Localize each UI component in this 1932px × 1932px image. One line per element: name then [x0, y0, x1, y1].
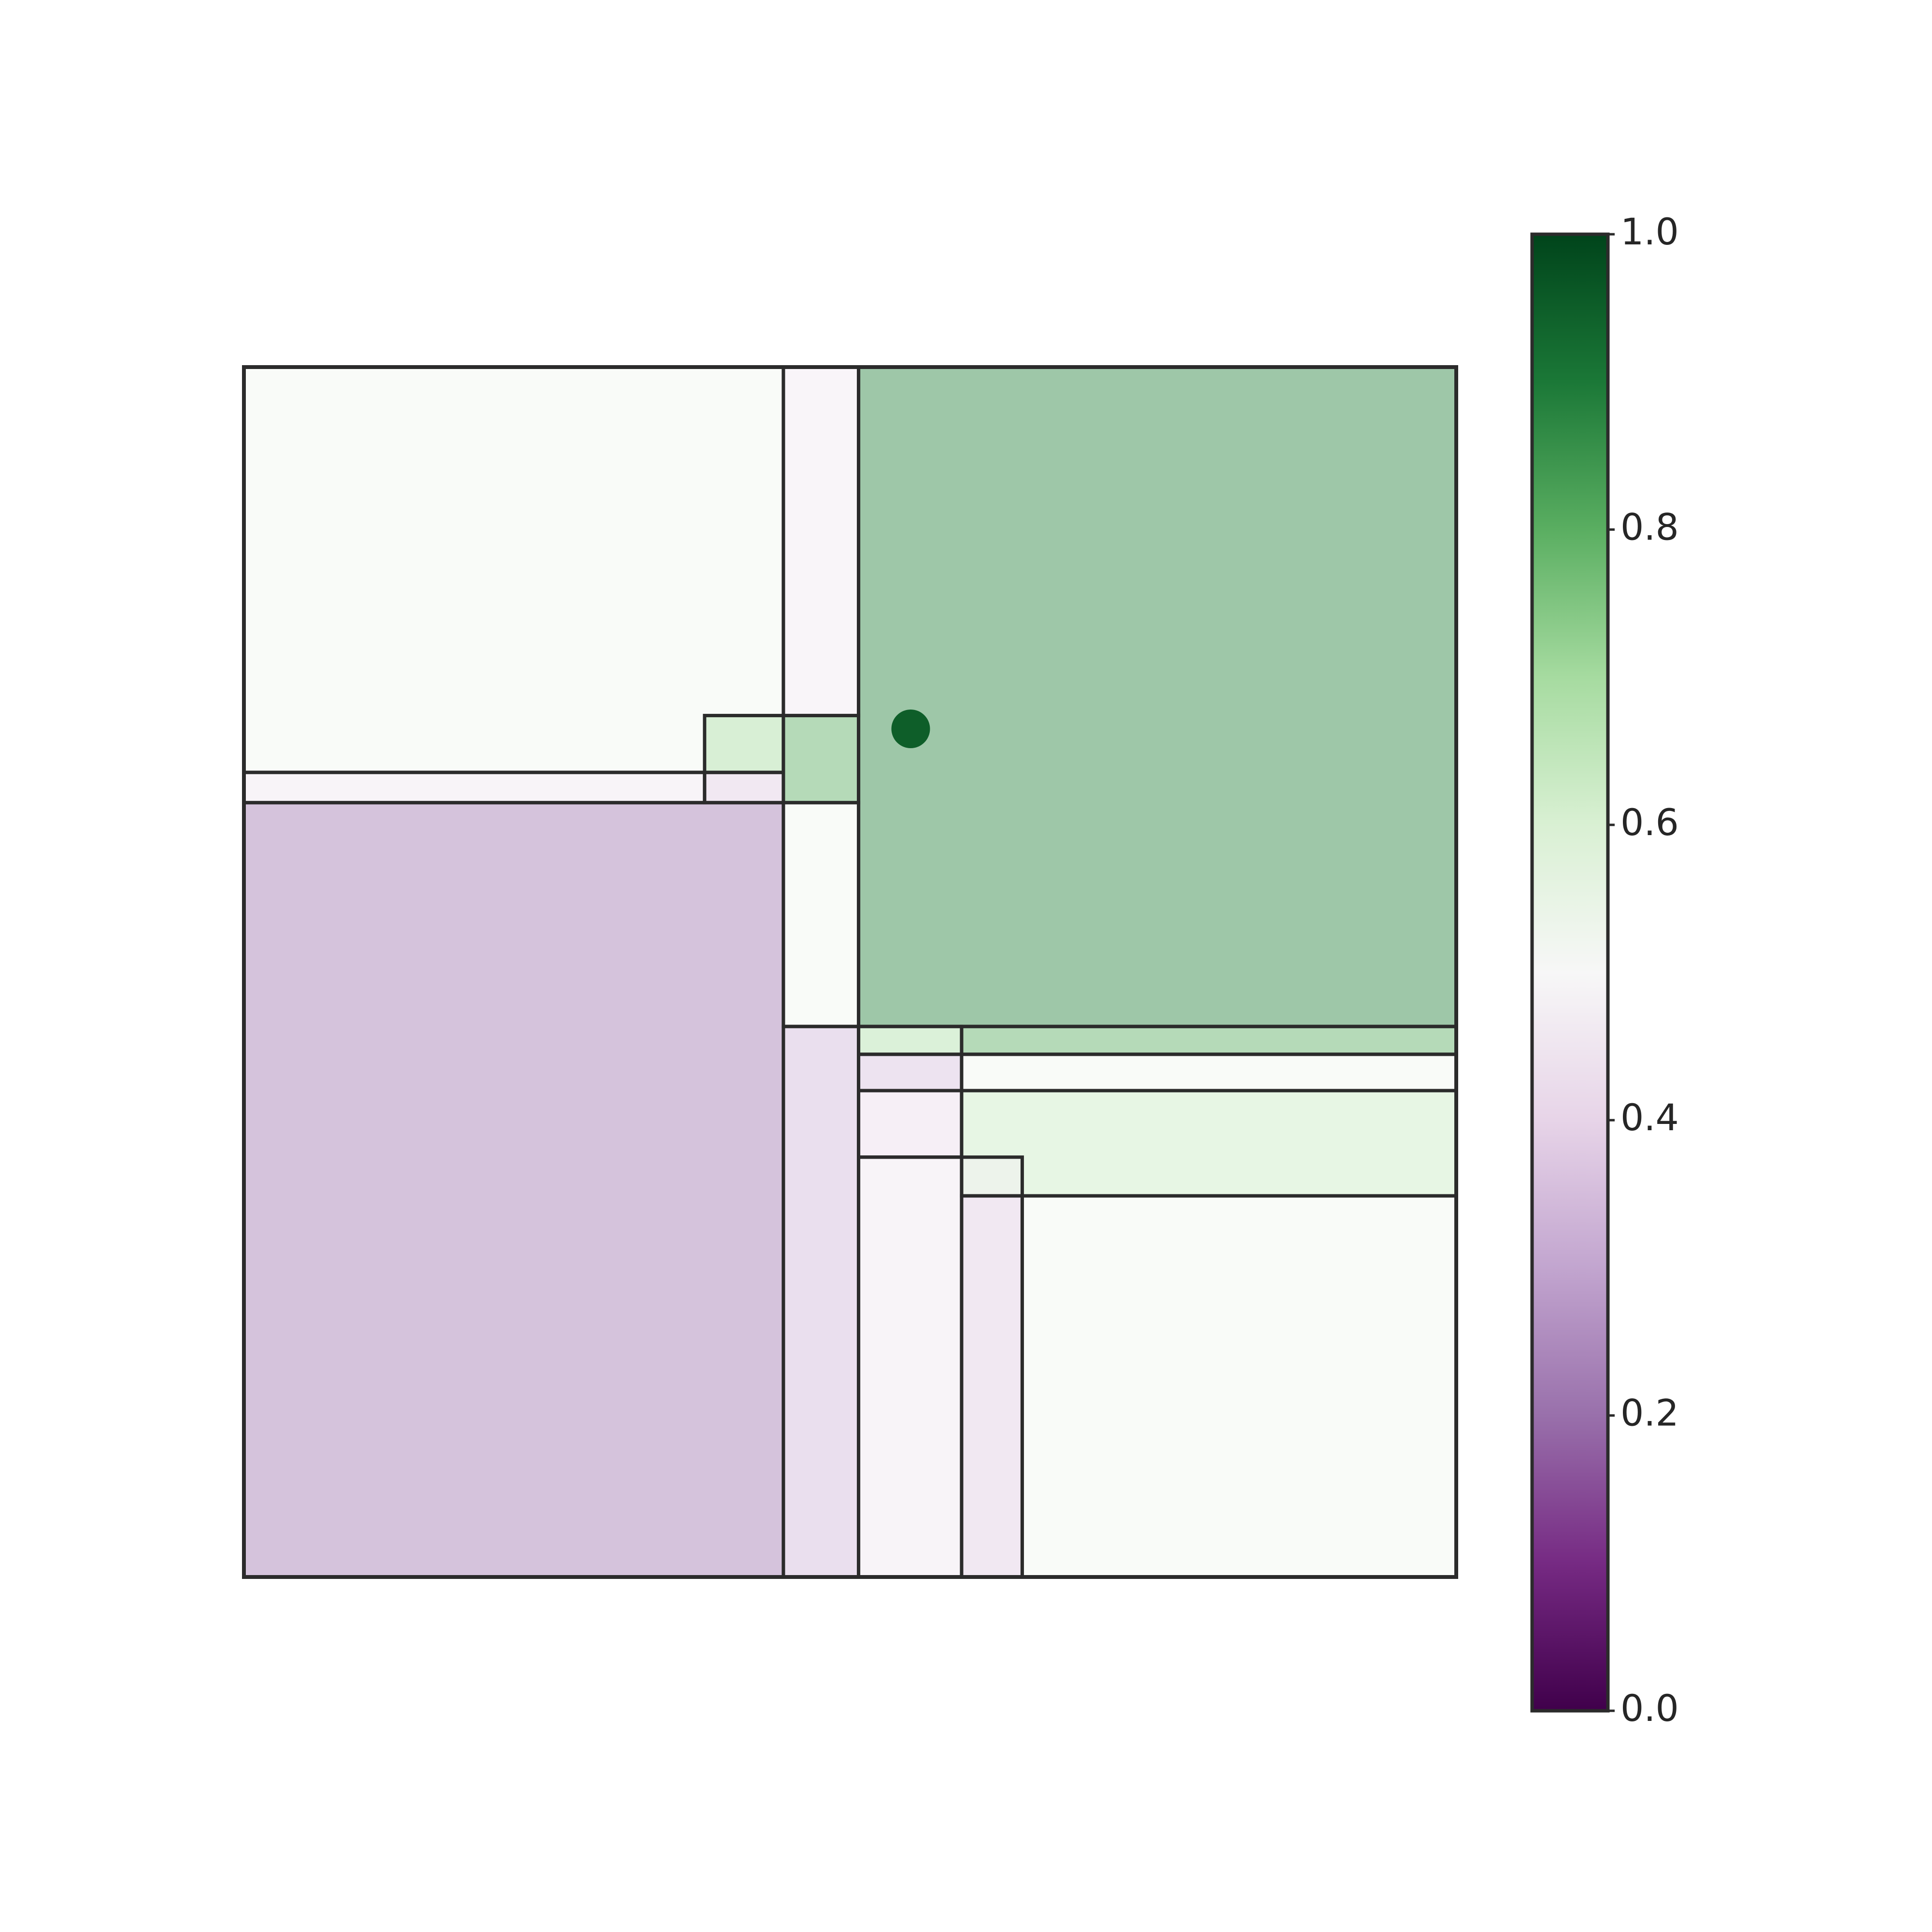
colorbar-ticks: 0.0 0.2 0.4 0.6 0.8 1.0	[1608, 210, 1679, 1730]
colorbar-tick-label: 0.0	[1620, 1687, 1679, 1730]
cells-layer	[242, 365, 1458, 1579]
colorbar-tick-label: 0.8	[1620, 505, 1679, 548]
colorbar-frame	[1530, 232, 1610, 1713]
heatmap-cell-10	[857, 1024, 964, 1056]
heatmap-cell-13	[960, 1052, 1458, 1093]
heatmap-cell-1	[242, 770, 707, 805]
heatmap-cell-8	[781, 801, 861, 1028]
heatmap-cell-16	[960, 1155, 1024, 1198]
plot-frame	[242, 365, 1458, 1579]
heatmap-cell-6	[857, 365, 1458, 1028]
heatmap-cell-4	[781, 365, 861, 717]
heatmap-cell-19	[1020, 1194, 1458, 1579]
colorbar-tick-label: 1.0	[1620, 210, 1679, 253]
data-point-marker	[891, 709, 930, 748]
colorbar-tick-label: 0.4	[1620, 1096, 1679, 1139]
heatmap-cell-3	[703, 713, 785, 774]
colorbar-tick-label: 0.6	[1620, 801, 1679, 844]
heatmap-cell-2	[703, 770, 785, 805]
heatmap-cell-11	[960, 1024, 1458, 1056]
point-layer	[891, 709, 930, 748]
heatmap-cell-5	[781, 713, 861, 805]
heatmap-cell-12	[857, 1052, 964, 1093]
heatmap-cell-9	[781, 1024, 861, 1579]
colorbar-tick-label: 0.2	[1620, 1392, 1679, 1435]
heatmap-cell-18	[960, 1194, 1024, 1579]
heatmap-cell-17	[857, 1155, 964, 1579]
heatmap-cell-0	[242, 365, 785, 774]
heatmap-cell-7	[242, 801, 785, 1579]
colorbar-gradient-bar	[1532, 234, 1608, 1711]
colorbar: 0.0 0.2 0.4 0.6 0.8 1.0	[1530, 210, 1679, 1730]
heatmap-cell-14	[857, 1089, 964, 1159]
heatmap-cell-15	[960, 1089, 1458, 1198]
